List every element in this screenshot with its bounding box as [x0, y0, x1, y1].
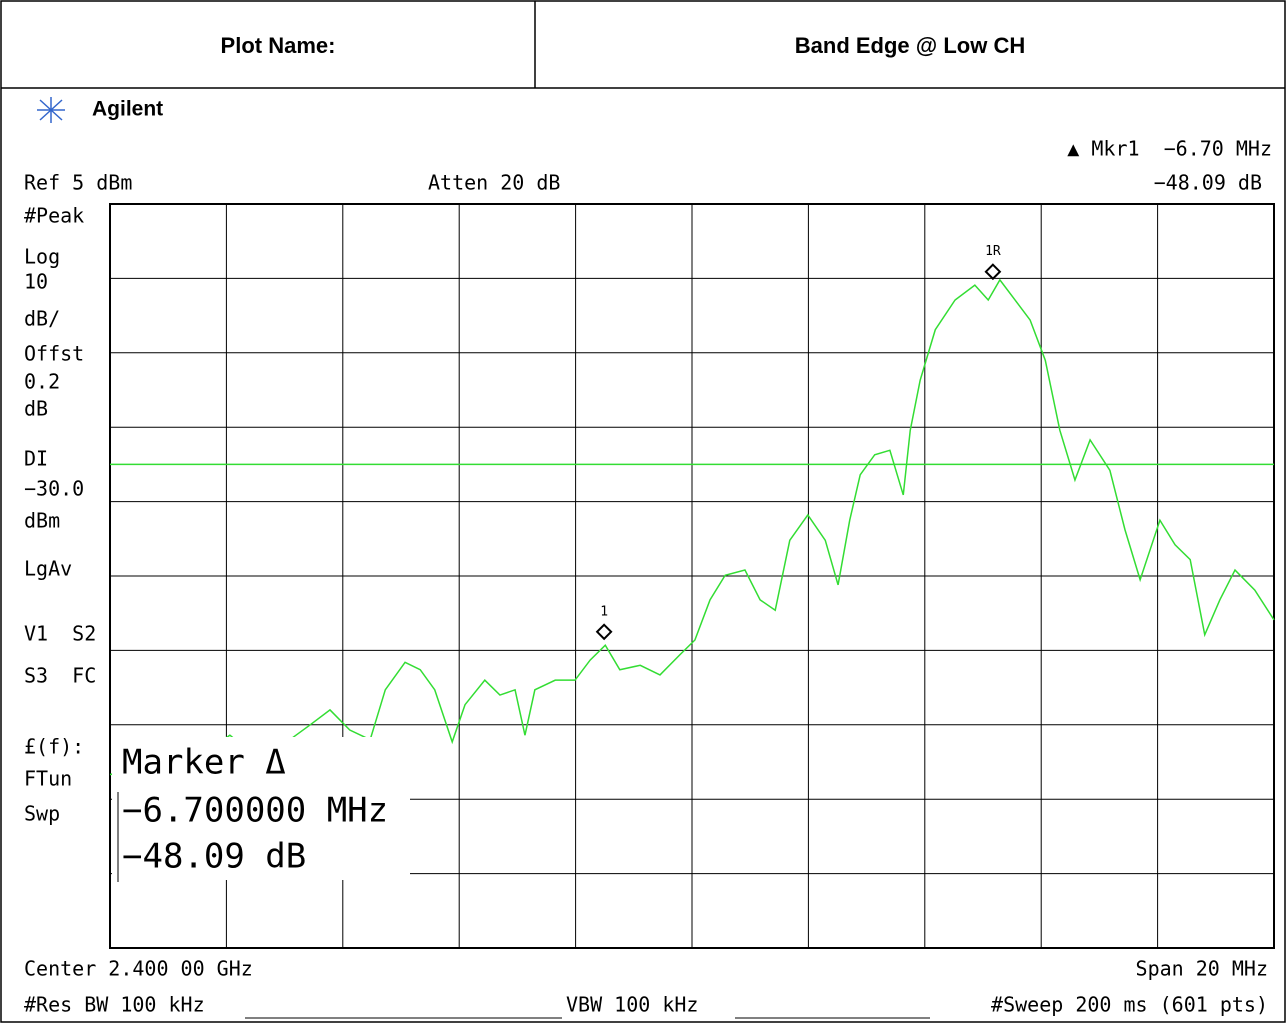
center-freq: Center 2.400 00 GHz [24, 957, 253, 981]
marker-diamond [595, 623, 613, 641]
side-label: Offst [24, 342, 84, 366]
side-label: FTun [24, 767, 72, 791]
side-label: Log [24, 245, 60, 269]
marker-readout-value: −48.09 dB [1154, 171, 1262, 195]
sweep: #Sweep 200 ms (601 pts) [991, 993, 1268, 1017]
side-label: Swp [24, 802, 60, 826]
side-label: 10 [24, 270, 48, 294]
graticule-border [109, 203, 1275, 949]
marker-readout: ▲ Mkr1 −6.70 MHz [1067, 137, 1272, 161]
marker-box-text: −48.09 dB [122, 837, 306, 877]
brand: Agilent [92, 98, 163, 121]
vbw: VBW 100 kHz [566, 993, 698, 1017]
side-label: #Peak [24, 204, 84, 228]
side-label: −30.0 [24, 477, 84, 501]
header-left: Plot Name: [221, 33, 336, 58]
marker-box [112, 737, 410, 880]
side-label: dBm [24, 509, 60, 533]
marker-label: 1R [985, 244, 1001, 259]
span: Span 20 MHz [1136, 957, 1268, 981]
side-label: LgAv [24, 557, 72, 581]
side-label: dB/ [24, 307, 60, 331]
agilent-logo [37, 97, 65, 123]
attenuation: Atten 20 dB [428, 171, 560, 195]
header-right: Band Edge @ Low CH [795, 33, 1025, 58]
side-label: S3 FC [24, 664, 96, 688]
marker-box-text: −6.700000 MHz [122, 791, 388, 831]
side-label: £(f): [24, 735, 84, 759]
ref-level: Ref 5 dBm [24, 171, 132, 195]
trace [109, 278, 1275, 776]
side-label: V1 S2 [24, 622, 96, 646]
side-label: dB [24, 397, 48, 421]
side-label: 0.2 [24, 370, 60, 394]
rbw: #Res BW 100 kHz [24, 993, 205, 1017]
marker-box-text: Marker Δ [122, 743, 286, 783]
side-label: DI [24, 447, 48, 471]
marker-diamond [984, 263, 1002, 281]
marker-label: 1 [600, 604, 608, 619]
